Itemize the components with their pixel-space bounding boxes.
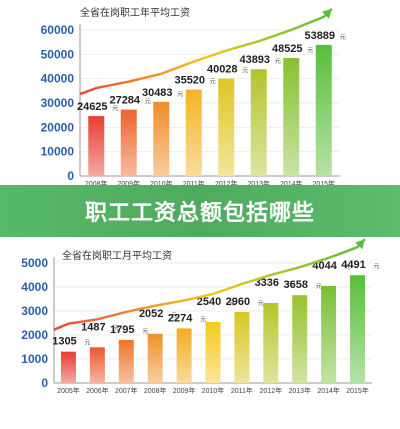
y-tick-label: 10000 <box>41 145 75 159</box>
y-tick-label: 5000 <box>21 256 48 270</box>
x-tick-label: 2011年 <box>183 179 205 186</box>
data-label-unit: 元 <box>275 58 281 65</box>
data-label-unit: 元 <box>112 105 118 112</box>
data-label-unit: 元 <box>177 91 183 98</box>
data-label: 2274 <box>168 312 193 324</box>
bar <box>250 69 267 176</box>
x-tick-label: 2008年 <box>85 179 108 186</box>
data-label-unit: 元 <box>113 325 119 332</box>
bar <box>263 302 279 383</box>
data-label: 3336 <box>255 277 279 289</box>
data-label-unit: 元 <box>242 68 248 75</box>
x-tick-label: 2008年 <box>144 386 167 395</box>
y-tick-label: 3000 <box>21 304 48 318</box>
bar <box>234 311 250 383</box>
data-label: 48525 <box>272 43 303 55</box>
y-tick-label: 2000 <box>21 328 48 342</box>
annual-wage-chart: 全省在岗职工年平均工资 0 10000 20000 30000 40000 50000 60… <box>41 6 346 186</box>
bar <box>315 44 332 176</box>
y-tick-label: 0 <box>41 376 48 390</box>
data-label-unit: 元 <box>316 283 322 290</box>
y-tick-label: 4000 <box>21 280 48 294</box>
y-tick-label: 0 <box>67 169 74 183</box>
data-label-unit: 元 <box>145 99 151 106</box>
bar <box>118 339 134 383</box>
data-label-unit: 元 <box>307 47 313 54</box>
data-label-unit: 元 <box>258 300 264 307</box>
banner: 职工工资总额包括哪些 <box>0 185 400 237</box>
x-tick-label: 2010年 <box>150 179 173 186</box>
data-label-unit: 元 <box>340 34 346 41</box>
y-tick-label: 60000 <box>41 23 75 37</box>
y-tick-label: 50000 <box>41 47 75 61</box>
data-label: 2540 <box>197 296 221 308</box>
x-tick-label: 2009年 <box>117 179 140 186</box>
data-label-unit: 元 <box>287 281 293 288</box>
data-label: 4491 <box>341 259 365 271</box>
x-tick-label: 2015年 <box>312 179 335 186</box>
y-tick-label: 1000 <box>21 352 48 366</box>
x-tick-label: 2012年 <box>215 179 238 186</box>
x-tick-label: 2014年 <box>280 179 303 186</box>
bar <box>147 333 163 383</box>
trend-line <box>53 238 366 331</box>
data-label-unit: 元 <box>200 316 206 323</box>
bar <box>350 275 366 383</box>
x-tick-label: 2013年 <box>247 179 270 186</box>
trend-arrow-head <box>355 239 365 250</box>
data-label: 1795 <box>110 324 134 336</box>
data-label: 24625 <box>77 101 108 113</box>
data-label: 1487 <box>81 321 105 333</box>
monthly-wage-chart: 全省在岗职工月平均工资 0 1000 2000 3000 4000 5000 2005年 13… <box>21 238 380 395</box>
data-label: 2960 <box>226 296 250 308</box>
x-tick-label: 2005年 <box>57 386 80 395</box>
chart-title: 全省在岗职工年平均工资 <box>80 6 190 19</box>
data-label-unit: 元 <box>210 79 216 86</box>
bar <box>292 295 308 383</box>
x-tick-label: 2009年 <box>173 386 196 395</box>
x-tick-label: 2014年 <box>317 386 340 395</box>
data-label: 3658 <box>283 279 307 291</box>
x-tick-label: 2007年 <box>115 386 138 395</box>
data-label-unit: 元 <box>171 312 177 319</box>
x-tick-label: 2015年 <box>346 386 369 395</box>
data-label: 1305 <box>52 336 76 348</box>
chart-title: 全省在岗职工月平均工资 <box>62 249 172 262</box>
data-label-unit: 元 <box>374 263 380 270</box>
data-label: 40028 <box>207 64 238 76</box>
data-label-unit: 元 <box>142 328 148 335</box>
data-label: 43893 <box>239 54 270 66</box>
data-label-unit: 元 <box>345 264 351 271</box>
bar <box>218 78 235 176</box>
y-tick-label: 40000 <box>41 72 75 86</box>
trend-arrow-head <box>321 8 332 19</box>
data-label-unit: 元 <box>84 340 90 347</box>
trend-line <box>79 7 333 96</box>
bar <box>88 116 105 176</box>
x-tick-label: 2011年 <box>231 386 253 395</box>
x-tick-label: 2010年 <box>202 386 225 395</box>
banner-title: 职工工资总额包括哪些 <box>84 201 315 226</box>
bar <box>176 328 192 383</box>
data-label: 2052 <box>139 308 163 320</box>
x-tick-label: 2012年 <box>260 386 283 395</box>
data-label-unit: 元 <box>229 300 235 307</box>
data-label: 27284 <box>109 95 140 107</box>
bar <box>283 57 300 176</box>
bar <box>60 351 76 383</box>
data-label: 30483 <box>142 87 173 99</box>
bar <box>205 322 221 383</box>
y-tick-label: 20000 <box>41 120 75 134</box>
data-label: 4044 <box>312 260 337 272</box>
y-tick-label: 30000 <box>41 96 75 110</box>
bar <box>185 89 202 176</box>
bar <box>153 101 170 176</box>
data-label: 53889 <box>304 30 335 42</box>
bar <box>120 109 137 176</box>
x-tick-label: 2013年 <box>288 386 311 395</box>
bar <box>321 285 337 383</box>
x-tick-label: 2006年 <box>86 386 109 395</box>
data-label: 35520 <box>174 75 205 87</box>
bar <box>89 347 105 383</box>
